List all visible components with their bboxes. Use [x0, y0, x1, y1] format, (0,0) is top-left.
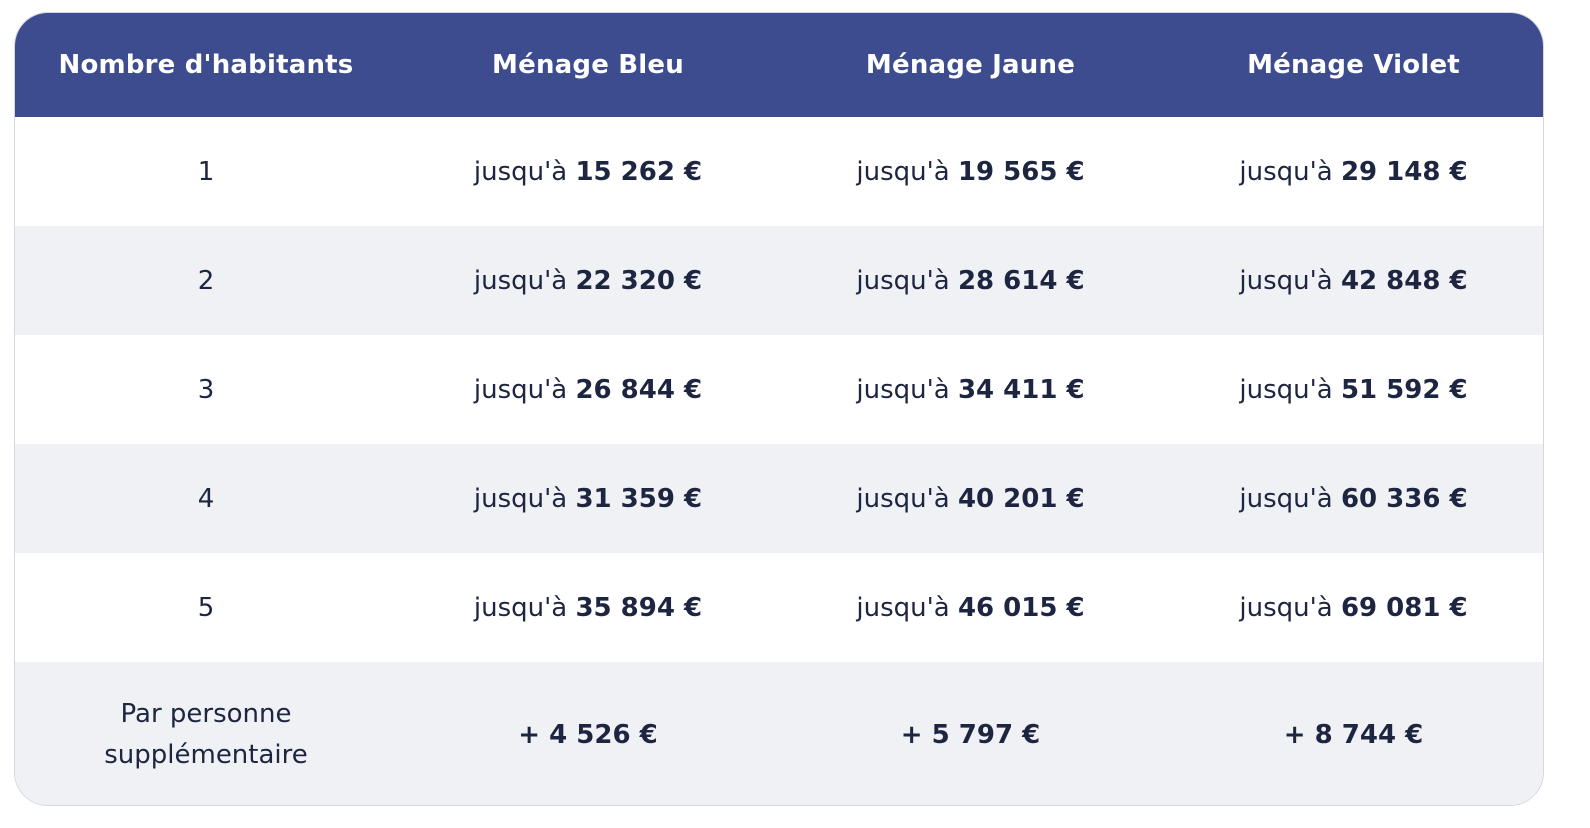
prefix-label: jusqu'à	[856, 592, 950, 623]
extra-cell-bleu: + 4 526 €	[397, 662, 779, 805]
extra-person-label: Par personne supplémentaire	[15, 662, 397, 805]
amount-violet: 69 081 €	[1340, 592, 1468, 623]
extra-person-label-text: Par personne supplémentaire	[104, 694, 308, 776]
prefix-label: jusqu'à	[1239, 592, 1333, 623]
amount-violet: 42 848 €	[1340, 265, 1468, 296]
table-row: 1 jusqu'à 15 262 € jusqu'à 19 565 € jusq…	[15, 117, 1543, 226]
extra-label-line2: supplémentaire	[104, 739, 308, 770]
prefix-label: jusqu'à	[856, 374, 950, 405]
amount-jaune: 46 015 €	[957, 592, 1085, 623]
prefix-label: jusqu'à	[856, 156, 950, 187]
header-nombre-habitants: Nombre d'habitants	[58, 50, 354, 80]
amount-bleu: 35 894 €	[575, 592, 703, 623]
prefix-label: jusqu'à	[473, 592, 568, 623]
prefix-label: jusqu'à	[1239, 156, 1333, 187]
cell-bleu: jusqu'à 35 894 €	[397, 553, 779, 662]
income-threshold-table: Nombre d'habitants Ménage Bleu Ménage Ja…	[14, 12, 1544, 806]
cell-jaune: jusqu'à 34 411 €	[779, 335, 1162, 444]
amount-jaune: 34 411 €	[957, 374, 1085, 405]
extra-label-line1: Par personne	[120, 698, 292, 729]
amount-violet: 29 148 €	[1340, 156, 1468, 187]
table-row: 2 jusqu'à 22 320 € jusqu'à 28 614 € jusq…	[15, 226, 1543, 335]
prefix-label: jusqu'à	[1239, 483, 1333, 514]
cell-jaune: jusqu'à 46 015 €	[779, 553, 1162, 662]
amount-bleu: 15 262 €	[575, 156, 703, 187]
amount-violet: 51 592 €	[1340, 374, 1468, 405]
prefix-label: jusqu'à	[1239, 374, 1333, 405]
habitants-count: 4	[197, 483, 215, 514]
prefix-label: jusqu'à	[473, 156, 568, 187]
cell-violet: jusqu'à 42 848 €	[1162, 226, 1543, 335]
amount-jaune: 40 201 €	[957, 483, 1085, 514]
extra-cell-violet: + 8 744 €	[1162, 662, 1543, 805]
header-menage-violet: Ménage Violet	[1247, 50, 1460, 80]
extra-person-row: Par personne supplémentaire + 4 526 € + 5…	[15, 662, 1543, 805]
cell-bleu: jusqu'à 15 262 €	[397, 117, 779, 226]
cell-violet: jusqu'à 29 148 €	[1162, 117, 1543, 226]
extra-amount-bleu: + 4 526 €	[518, 719, 658, 750]
amount-bleu: 22 320 €	[575, 265, 703, 296]
header-menage-bleu: Ménage Bleu	[492, 50, 684, 80]
extra-amount-jaune: + 5 797 €	[900, 719, 1041, 750]
cell-jaune: jusqu'à 19 565 €	[779, 117, 1162, 226]
table-body: 1 jusqu'à 15 262 € jusqu'à 19 565 € jusq…	[15, 117, 1543, 805]
cell-jaune: jusqu'à 40 201 €	[779, 444, 1162, 553]
prefix-label: jusqu'à	[473, 374, 568, 405]
extra-amount-violet: + 8 744 €	[1283, 719, 1424, 750]
cell-violet: jusqu'à 51 592 €	[1162, 335, 1543, 444]
extra-cell-jaune: + 5 797 €	[779, 662, 1162, 805]
header-menage-jaune: Ménage Jaune	[865, 50, 1076, 80]
prefix-label: jusqu'à	[473, 483, 568, 514]
habitants-count: 5	[197, 592, 215, 623]
habitants-count: 2	[197, 265, 215, 296]
habitants-count: 1	[197, 156, 215, 187]
prefix-label: jusqu'à	[856, 483, 950, 514]
amount-bleu: 26 844 €	[575, 374, 703, 405]
habitants-count: 3	[197, 374, 215, 405]
table: Nombre d'habitants Ménage Bleu Ménage Ja…	[15, 13, 1543, 805]
table-row: 4 jusqu'à 31 359 € jusqu'à 40 201 € jusq…	[15, 444, 1543, 553]
prefix-label: jusqu'à	[1239, 265, 1333, 296]
cell-bleu: jusqu'à 31 359 €	[397, 444, 779, 553]
amount-violet: 60 336 €	[1340, 483, 1468, 514]
cell-jaune: jusqu'à 28 614 €	[779, 226, 1162, 335]
cell-bleu: jusqu'à 22 320 €	[397, 226, 779, 335]
prefix-label: jusqu'à	[473, 265, 568, 296]
table-row: 5 jusqu'à 35 894 € jusqu'à 46 015 € jusq…	[15, 553, 1543, 662]
table-row: 3 jusqu'à 26 844 € jusqu'à 34 411 € jusq…	[15, 335, 1543, 444]
cell-violet: jusqu'à 60 336 €	[1162, 444, 1543, 553]
prefix-label: jusqu'à	[856, 265, 950, 296]
header-row: Nombre d'habitants Ménage Bleu Ménage Ja…	[15, 13, 1543, 117]
amount-jaune: 19 565 €	[957, 156, 1085, 187]
table-header: Nombre d'habitants Ménage Bleu Ménage Ja…	[15, 13, 1543, 117]
amount-bleu: 31 359 €	[575, 483, 703, 514]
amount-jaune: 28 614 €	[957, 265, 1085, 296]
cell-violet: jusqu'à 69 081 €	[1162, 553, 1543, 662]
cell-bleu: jusqu'à 26 844 €	[397, 335, 779, 444]
